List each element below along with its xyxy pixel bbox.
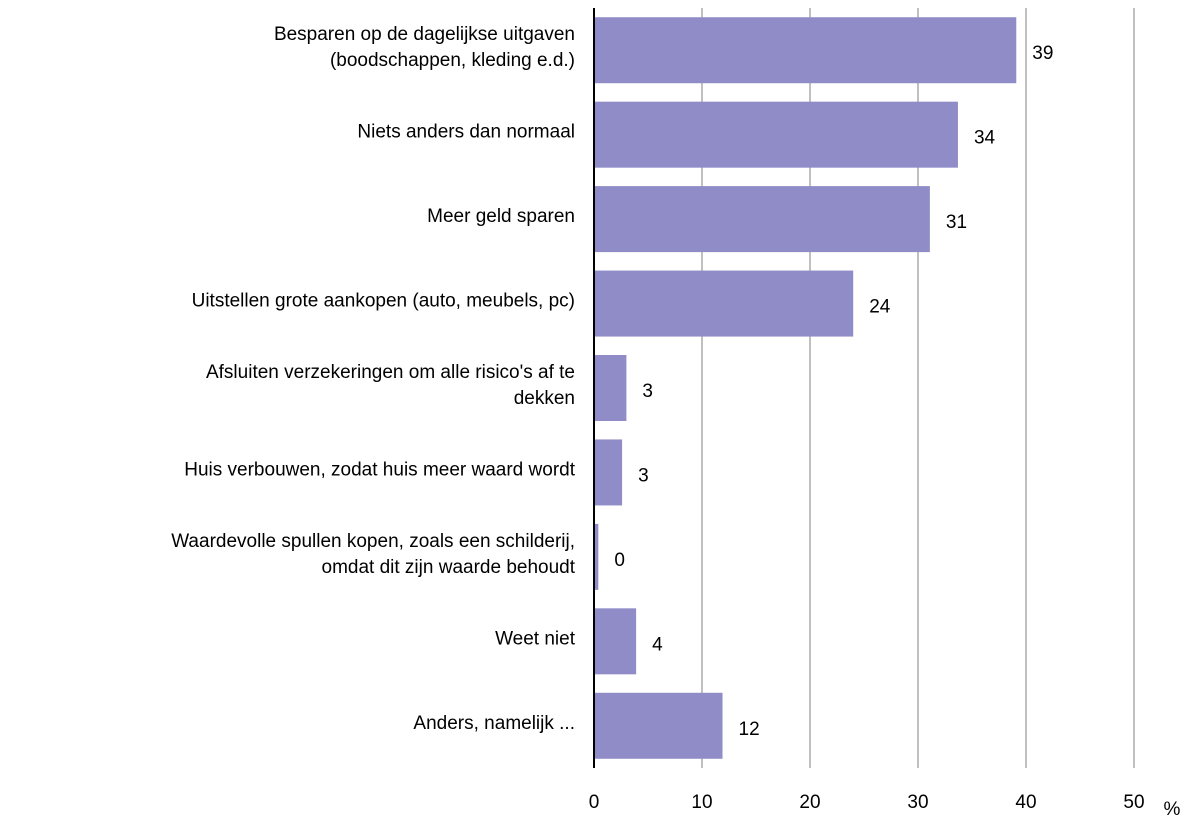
y-tick-label-line: Waardevolle spullen kopen, zoals een sch… (171, 531, 575, 552)
value-label: 3 (638, 465, 649, 486)
y-tick-label-line: Meer geld sparen (427, 206, 575, 227)
y-tick-label-line: dekken (514, 388, 575, 409)
bar (594, 186, 930, 253)
bar (594, 608, 637, 675)
y-tick-label-line: Huis verbouwen, zodat huis meer waard wo… (184, 459, 575, 480)
y-tick-label: Afsluiten verzekeringen om alle risico's… (206, 362, 575, 409)
y-tick-label: Meer geld sparen (427, 206, 575, 227)
value-label: 31 (946, 212, 967, 233)
bar (594, 523, 599, 590)
value-label: 4 (652, 634, 663, 655)
x-tick-label: 10 (691, 792, 712, 813)
value-label: 12 (739, 719, 760, 740)
bar (594, 439, 623, 506)
y-tick-label: Anders, namelijk ... (413, 713, 575, 734)
bar (594, 101, 958, 168)
value-label: 24 (869, 297, 891, 318)
bar (594, 355, 627, 421)
y-tick-label-line: Anders, namelijk ... (413, 713, 575, 734)
y-tick-label: Besparen op de dagelijkse uitgaven (boods… (274, 24, 575, 71)
bar (594, 270, 854, 337)
y-tick-label: Uitstellen grote aankopen (auto, meubels… (192, 291, 575, 312)
value-label: 39 (1032, 43, 1053, 64)
x-tick-label: 50 (1123, 792, 1144, 813)
y-tick-label: Weet niet (495, 628, 576, 649)
x-tick-label: 0 (589, 792, 600, 813)
y-tick-label-line: Niets anders dan normaal (357, 122, 575, 143)
value-label: 34 (974, 128, 996, 149)
y-tick-label-line: Weet niet (495, 628, 576, 649)
y-tick-label-line: Uitstellen grote aankopen (auto, meubels… (192, 291, 575, 312)
bar (594, 17, 1017, 84)
bar (594, 692, 723, 759)
y-tick-label: Waardevolle spullen kopen, zoals een sch… (171, 531, 576, 578)
y-tick-label: Niets anders dan normaal (357, 122, 575, 143)
x-tick-label: 30 (907, 792, 928, 813)
x-tick-label: 20 (799, 792, 820, 813)
x-axis-label: % (1164, 799, 1181, 817)
value-label: 3 (642, 381, 653, 402)
x-tick-label: 40 (1015, 792, 1036, 813)
value-label: 0 (614, 550, 625, 571)
y-tick-label-line: omdat dit zijn waarde behoudt (322, 557, 576, 578)
y-tick-label-line: Besparen op de dagelijkse uitgaven (274, 24, 575, 45)
y-tick-label: Huis verbouwen, zodat huis meer waard wo… (184, 459, 575, 480)
y-tick-label-line: (boodschappen, kleding e.d.) (330, 50, 575, 71)
y-tick-label-line: Afsluiten verzekeringen om alle risico's… (206, 362, 575, 383)
